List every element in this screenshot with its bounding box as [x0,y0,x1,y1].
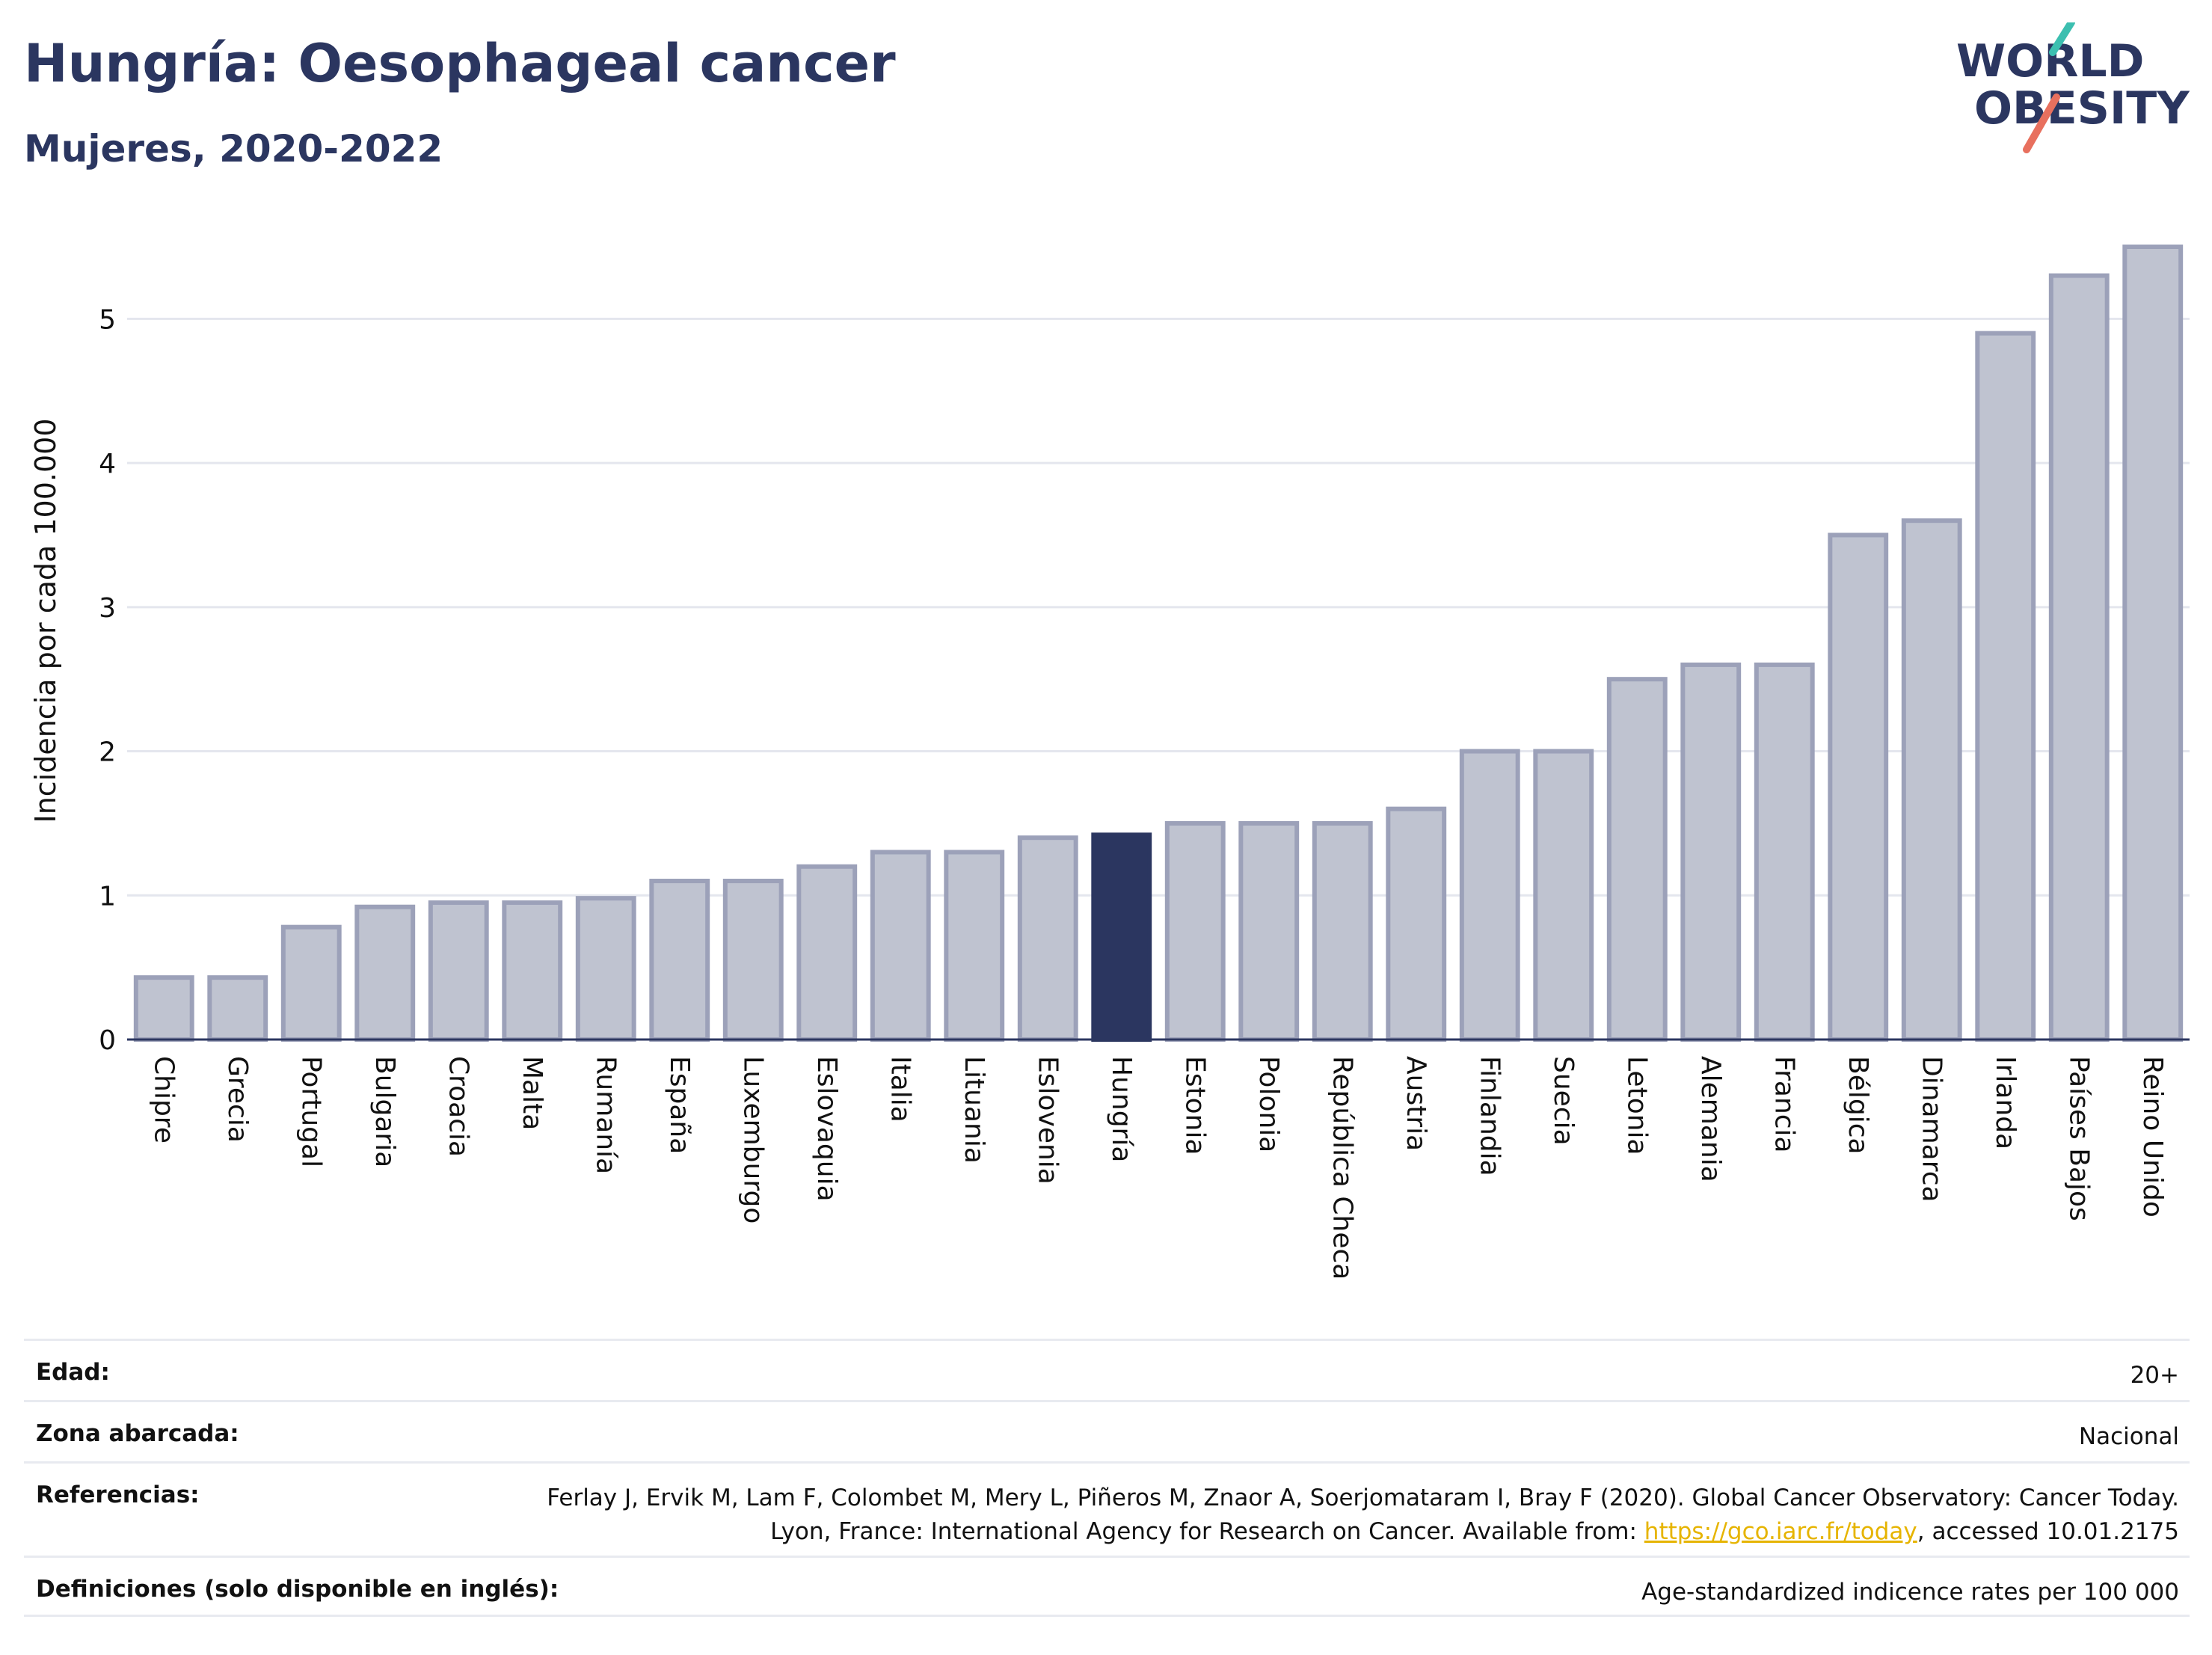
bar-francia [1754,662,1815,1043]
y-tick-label: 0 [99,1025,116,1056]
area-value: Nacional [2078,1423,2179,1450]
area-label: Zona abarcada: [36,1420,239,1447]
bar-bulgaria [354,904,416,1043]
bar-países-bajos [2048,273,2110,1042]
x-tick-label: Bulgaria [369,1056,400,1167]
x-tick-label: Malta [517,1056,547,1130]
x-tick-label: Bélgica [1843,1056,1873,1155]
logo-slash-coral [2023,93,2060,153]
x-tick-label: Croacia [443,1056,473,1157]
x-tick-label: Chipre [148,1056,179,1143]
x-tick-label: Letonia [1621,1056,1652,1155]
x-tick-label: Países Bajos [2063,1056,2094,1221]
x-tick-label: Grecia [222,1056,253,1143]
bar-suecia [1533,749,1594,1043]
info-row-age: Edad: 20+ [24,1339,2190,1400]
x-tick-label: Francia [1769,1056,1799,1153]
references-accessed: , accessed 10.01.2175 [1917,1518,2179,1545]
x-tick-labels: Chipre Grecia Portugal Bulgaria Croacia Malta… [148,1056,2168,1280]
x-tick-label: Suecia [1548,1056,1579,1146]
bar-finlandia [1459,749,1520,1043]
bars [133,245,2184,1043]
bar-reino-unido [2122,245,2184,1042]
x-tick-label: Dinamarca [1916,1056,1947,1203]
info-row-area: Zona abarcada: Nacional [24,1400,2190,1461]
x-tick-label: Luxemburgo [737,1056,768,1223]
bar-letonia [1606,677,1668,1042]
references-label: Referencias: [36,1481,200,1508]
x-tick-label: Irlanda [1990,1056,2021,1149]
world-obesity-logo: WORLD OBESITY [1956,22,2190,153]
bar-estonia [1164,820,1226,1042]
logo-line-1: WORLD [1956,35,2144,87]
bar-rumanía [575,896,636,1043]
y-tick-label: 2 [99,737,116,768]
bar-portugal [280,924,342,1042]
bar-luxemburgo [722,879,784,1042]
logo-slash-teal [2049,22,2075,56]
x-tick-label: Lituania [959,1056,989,1164]
bar-grecia [207,975,268,1043]
x-tick-label: Eslovaquia [811,1056,842,1202]
chart-subtitle: Mujeres, 2020-2022 [24,127,443,171]
y-tick-label: 4 [99,449,116,479]
x-tick-label: República Checa [1327,1056,1357,1280]
bar-alemania [1680,662,1742,1043]
y-tick-label: 5 [99,304,116,335]
bar-dinamarca [1901,518,1962,1042]
bar-eslovaquia [796,864,858,1043]
bar-croacia [428,900,489,1042]
x-tick-label: Portugal [295,1056,326,1167]
references-link[interactable]: https://gco.iarc.fr/today [1644,1518,1917,1545]
x-tick-label: Hungría [1106,1056,1137,1162]
x-tick-label: Austria [1401,1056,1431,1151]
bar-bélgica [1828,532,1889,1042]
definitions-label: Definiciones (solo disponible en inglés)… [36,1576,559,1603]
bar-república-checa [1312,820,1373,1042]
bar-italia [870,850,931,1043]
bar-chipre [133,975,194,1043]
bar-chart: 0 1 2 3 4 5 Chipre Grecia Portugal Bulgaria Croac… [29,245,2190,1280]
logo-line-2: OBESITY [1974,82,2190,135]
info-table: Edad: 20+ Zona abarcada: Nacional Refere… [24,1339,2190,1617]
definitions-value: Age-standardized indicence rates per 100… [1641,1579,2179,1606]
x-tick-label: Alemania [1695,1056,1726,1182]
references-text: Ferlay J, Ervik M, Lam F, Colombet M, Me… [547,1484,2179,1545]
bar-españa [649,879,710,1042]
y-tick-label: 3 [99,593,116,624]
bar-hungría [1091,832,1152,1042]
info-row-references: Referencias: Ferlay J, Ervik M, Lam F, C… [24,1461,2190,1556]
x-tick-label: España [664,1056,695,1154]
bar-eslovenia [1017,835,1078,1042]
info-row-definitions: Definiciones (solo disponible en inglés)… [24,1556,2190,1617]
bar-malta [502,900,563,1042]
x-tick-label: Estonia [1179,1056,1210,1155]
bar-lituania [944,850,1005,1043]
age-label: Edad: [36,1359,110,1386]
y-tick-labels: 0 1 2 3 4 5 [99,304,116,1056]
x-tick-label: Reino Unido [2137,1056,2168,1218]
y-tick-label: 1 [99,881,116,912]
x-tick-label: Polonia [1253,1056,1284,1152]
bar-austria [1386,806,1447,1042]
bar-irlanda [1975,331,2036,1042]
x-tick-label: Italia [885,1056,915,1123]
x-tick-label: Eslovenia [1032,1056,1063,1185]
x-tick-label: Rumanía [590,1056,621,1174]
chart-title: Hungría: Oesophageal cancer [24,33,896,94]
x-tick-label: Finlandia [1474,1056,1505,1176]
y-axis-label: Incidencia por cada 100.000 [29,418,62,823]
age-value: 20+ [2130,1362,2179,1389]
references-value: Ferlay J, Ervik M, Lam F, Colombet M, Me… [497,1481,2179,1549]
bar-polonia [1238,820,1300,1042]
